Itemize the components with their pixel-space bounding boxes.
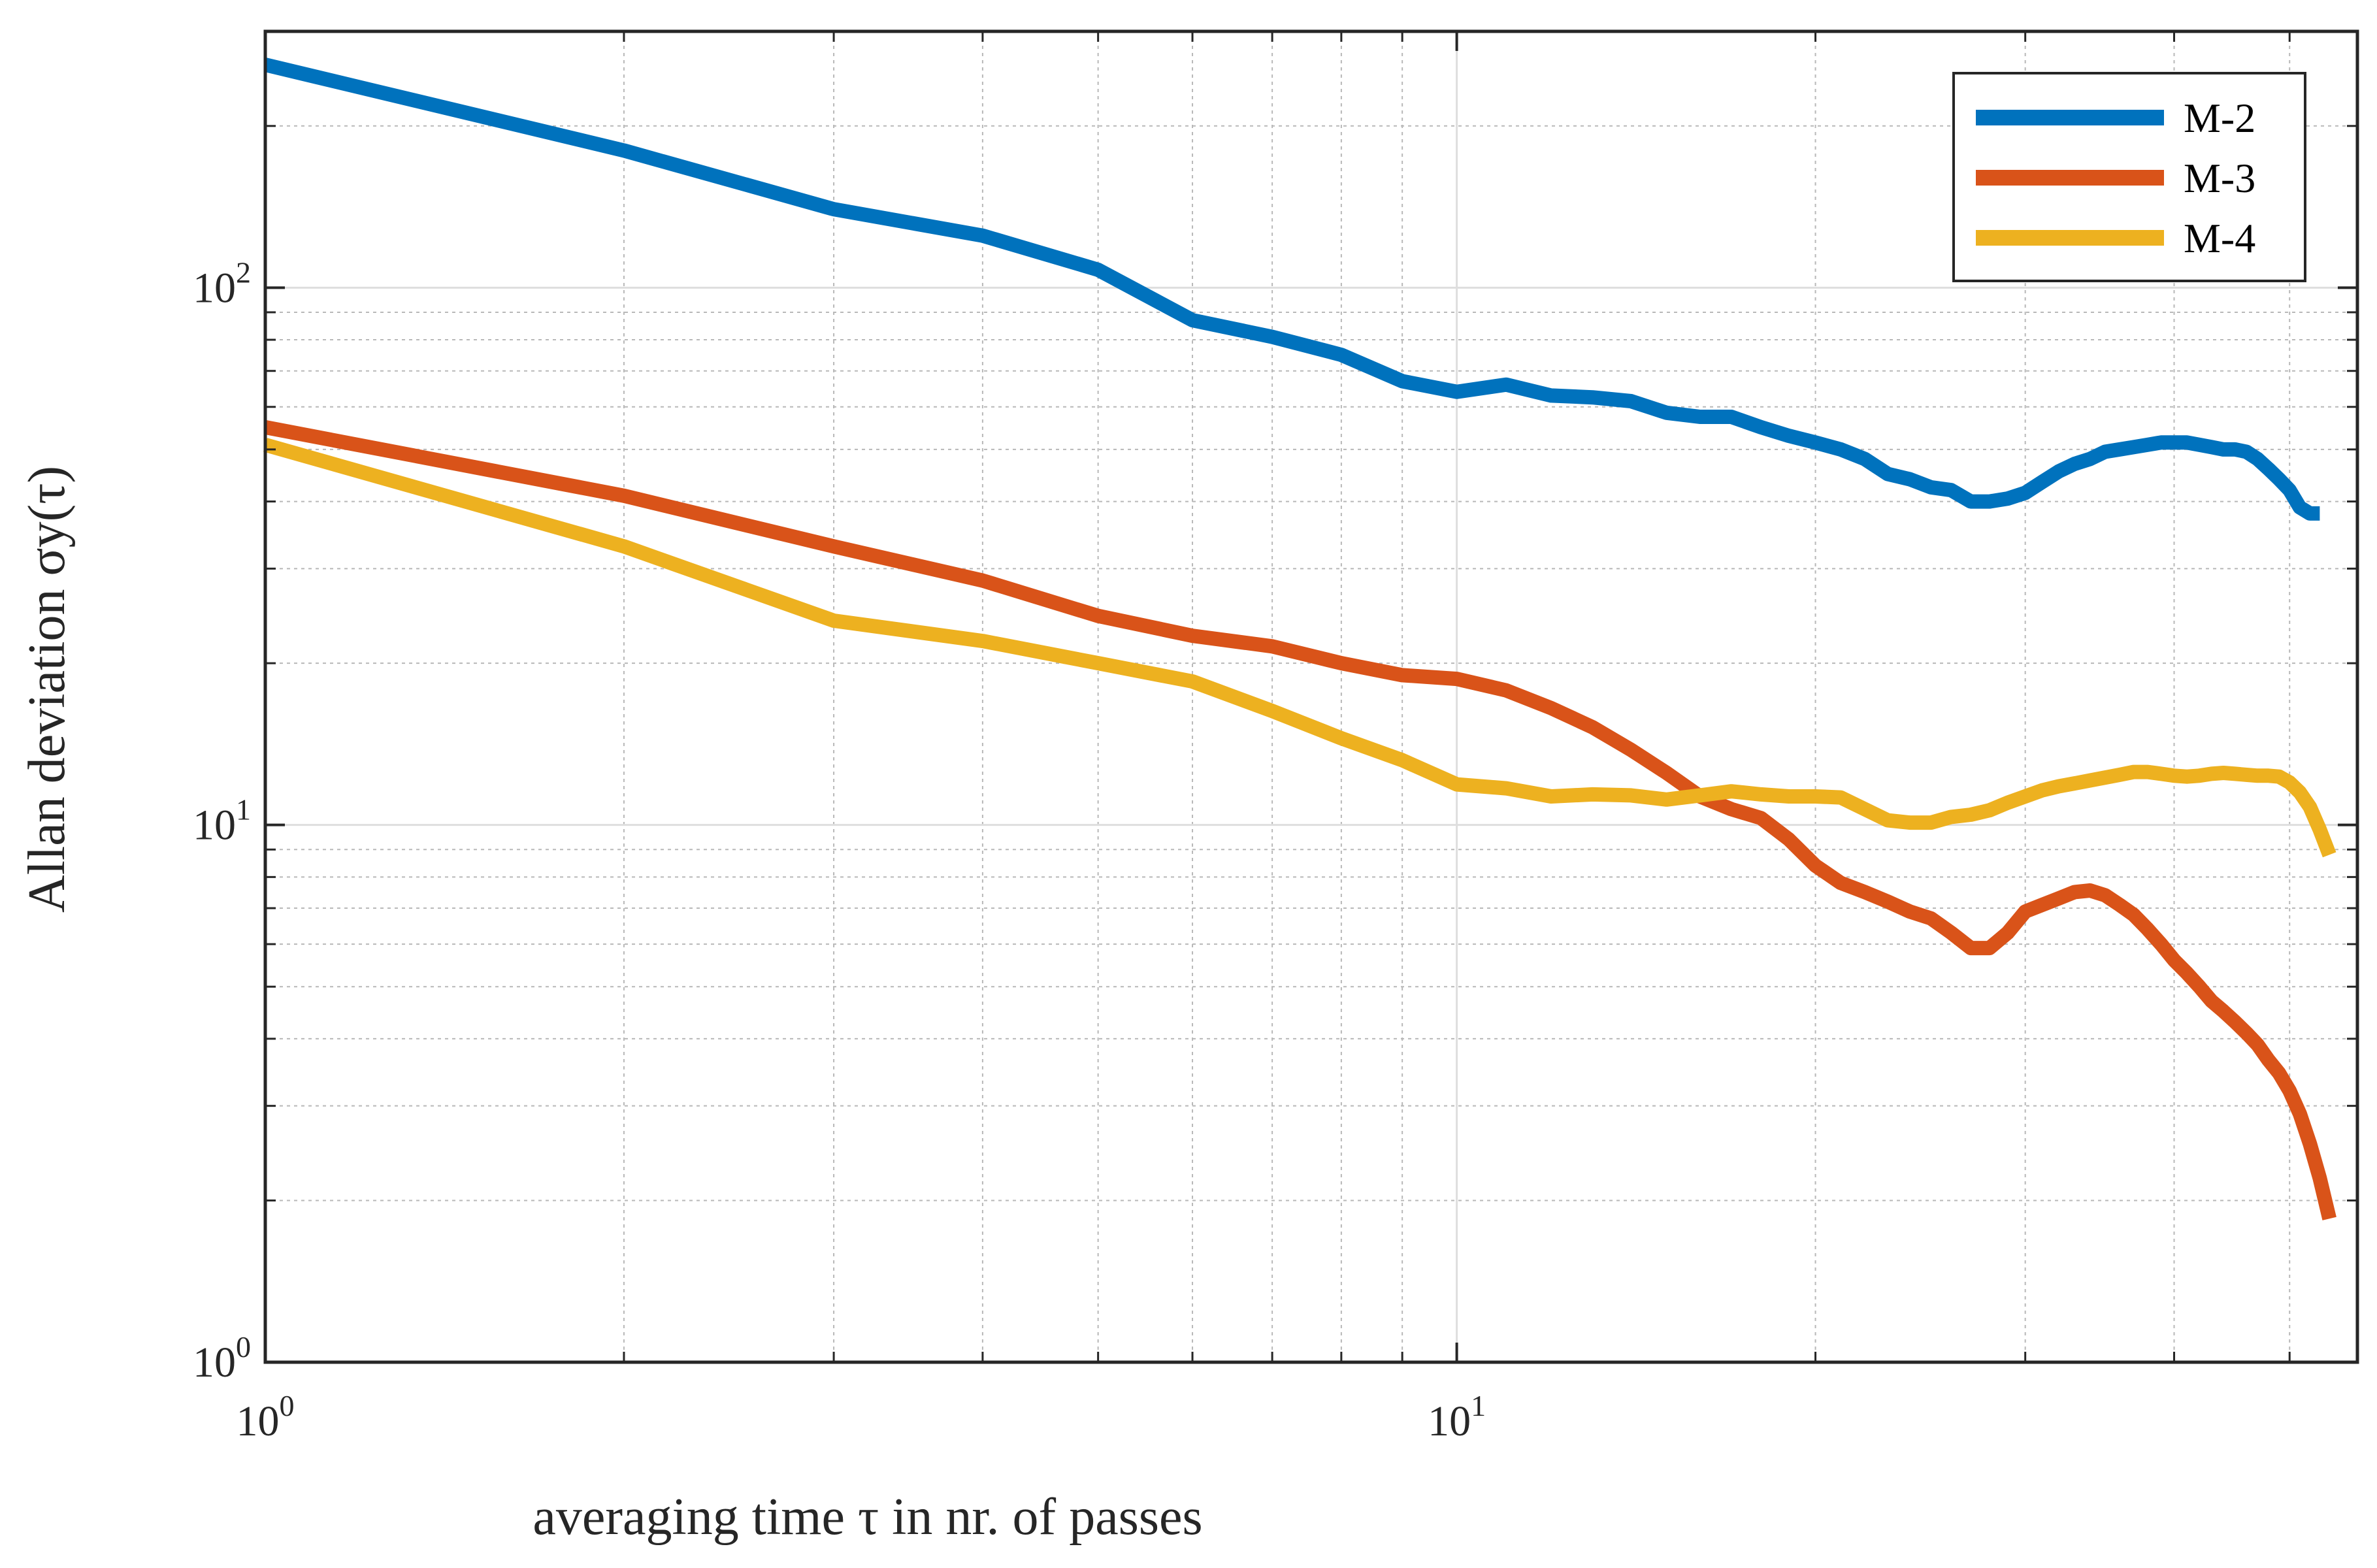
x-axis-label: averaging time τ in nr. of passes (533, 1488, 1202, 1546)
series-line-m-4 (263, 438, 2336, 858)
legend-label-m-4: M-4 (2184, 215, 2255, 261)
y-tick-label-exp: 0 (236, 1330, 251, 1364)
y-tick-label: 100 (193, 1330, 251, 1386)
minor-grid (265, 31, 2357, 1362)
x-tick-label-base: 10 (237, 1397, 280, 1445)
x-tick-label: 100 (237, 1389, 295, 1445)
y-tick-label-base: 10 (193, 802, 236, 849)
y-tick-label-base: 10 (193, 1339, 236, 1386)
series-line-m-2 (263, 57, 2320, 521)
x-tick-label-exp: 0 (280, 1389, 295, 1422)
plot-frame (263, 29, 2359, 1364)
y-tick-label-exp: 2 (236, 255, 251, 289)
x-tick-label-exp: 1 (1471, 1389, 1486, 1422)
y-tick-label-base: 10 (193, 264, 236, 312)
legend-label-m-2: M-2 (2184, 95, 2255, 141)
legend: M-2 M-3 M-4 (1952, 72, 2306, 282)
x-tick-label: 101 (1428, 1389, 1486, 1445)
legend-label-m-3: M-3 (2184, 155, 2255, 201)
y-axis-label: Allan deviation σy(τ) (18, 466, 76, 913)
y-tick-label: 101 (193, 793, 251, 849)
series-line-m-3 (263, 420, 2336, 1220)
x-tick-label-base: 10 (1428, 1397, 1471, 1445)
series-layer (263, 57, 2336, 1220)
y-tick-label-exp: 1 (236, 793, 251, 826)
y-tick-label: 102 (193, 255, 251, 312)
